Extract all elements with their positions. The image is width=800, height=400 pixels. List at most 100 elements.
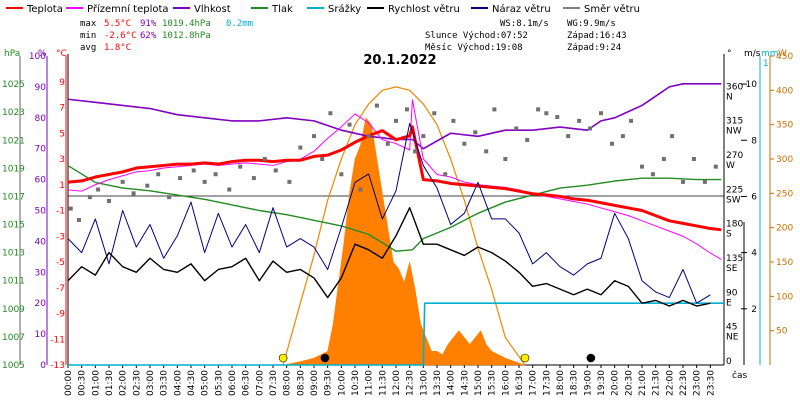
stats-block: max 5.5°C 91% 1019.4hPa 0.2mm min -2.6°C… — [80, 19, 627, 53]
wind-direction-point — [670, 134, 675, 139]
time-tick: 17:30 — [542, 370, 552, 396]
pressure-tick: 1009 — [2, 305, 25, 315]
stats-min-hum: 62% — [140, 31, 157, 41]
time-tick: 14:30 — [460, 370, 470, 396]
wind-direction-point — [213, 172, 218, 177]
time-tick: 04:00 — [173, 370, 183, 396]
temperature-tick: -13 — [50, 361, 65, 371]
temperature-tick: -1 — [56, 207, 65, 217]
rain-line — [68, 302, 724, 366]
moon-rise-info: Měsíc Východ:19:08 — [425, 43, 523, 53]
sunrise-marker — [278, 353, 288, 363]
time-tick: 12:00 — [392, 370, 402, 396]
time-tick: 20:00 — [611, 370, 621, 396]
temperature-tick: -7 — [56, 284, 65, 294]
solar-unit: W — [778, 49, 787, 59]
wind-direction-point — [421, 134, 426, 139]
legend-label: Vlhkost — [194, 4, 231, 15]
wind-tick: 4 — [751, 249, 757, 259]
time-tick: 20:30 — [624, 370, 634, 396]
time-tick: 16:30 — [515, 370, 525, 396]
wind-direction-point — [661, 157, 666, 161]
stats-max-press: 1019.4hPa — [162, 19, 211, 29]
humidity-tick: 0 — [40, 361, 46, 371]
chart-title: 20.1.2022 — [363, 53, 436, 68]
stats-max-temp: 5.5°C — [104, 19, 131, 29]
time-tick: 10:00 — [337, 370, 347, 396]
pressure-tick: 1025 — [2, 80, 25, 90]
wind-direction-point — [339, 172, 344, 177]
wind-direction-point — [681, 179, 685, 184]
legend-label: Srážky — [328, 3, 361, 15]
time-tick: 11:00 — [365, 370, 375, 396]
wind-tick: 10 — [746, 80, 758, 90]
direction-tick: 135 — [726, 254, 743, 264]
time-tick: 13:00 — [419, 370, 429, 396]
time-tick: 01:30 — [105, 370, 115, 396]
wind-direction-point — [588, 126, 593, 131]
humidity-tick: 60 — [35, 176, 47, 186]
moonrise-marker — [586, 353, 596, 363]
wind-direction-point — [366, 134, 371, 139]
solar-radiation-area — [283, 117, 525, 366]
solar-tick: 50 — [776, 327, 788, 337]
wind-direction-point — [120, 179, 125, 184]
direction-tick: 45 — [726, 323, 737, 333]
wind-direction-point — [702, 179, 707, 184]
temperature-tick: 1 — [59, 181, 65, 191]
time-tick: 06:00 — [228, 370, 238, 396]
legend-label: Teplota — [26, 4, 63, 15]
humidity-tick: 20 — [35, 299, 47, 309]
wind-direction-point — [262, 157, 267, 161]
time-tick: 19:00 — [583, 370, 593, 396]
axes: hPa% °C ° m/s mm W102510231021101910171015101… — [2, 49, 793, 396]
time-tick: 10:30 — [351, 370, 361, 396]
wind-direction-point — [609, 141, 614, 146]
wind-unit: m/s — [744, 49, 761, 59]
wind-direction-point — [76, 218, 81, 223]
temperature-tick: 3 — [59, 155, 65, 165]
direction-tick: 270 — [726, 151, 743, 161]
stats-max-rain: 0.2mm — [226, 19, 253, 29]
rain-unit: mm — [761, 49, 779, 59]
wind-direction-point — [432, 111, 437, 116]
time-tick: 05:30 — [214, 370, 224, 396]
theoretical-solar-curve — [282, 86, 526, 366]
wind-gust-line — [67, 122, 711, 304]
wind-direction-point — [287, 179, 292, 184]
wind-direction-point — [713, 164, 718, 169]
time-tick: 14:00 — [447, 370, 457, 396]
wind-direction-point — [544, 111, 549, 116]
direction-label: S — [726, 230, 732, 240]
humidity-tick: 100 — [29, 52, 46, 62]
temperature-tick: -11 — [50, 335, 65, 345]
direction-tick: 90 — [726, 288, 738, 298]
time-tick: 18:00 — [556, 370, 566, 396]
humidity-tick: 80 — [35, 114, 47, 124]
direction-tick: 360 — [726, 82, 743, 92]
pressure-tick: 1023 — [2, 108, 25, 118]
moonset-marker — [320, 353, 330, 363]
direction-unit: ° — [727, 49, 732, 59]
time-tick: 21:00 — [638, 370, 648, 396]
wind-direction-point — [566, 134, 571, 139]
wind-direction-point — [96, 187, 101, 192]
direction-label: E — [726, 298, 732, 308]
solar-tick: 400 — [776, 86, 793, 96]
humidity-tick: 50 — [35, 207, 47, 217]
time-tick: 00:00 — [64, 370, 74, 396]
wind-direction-point — [650, 172, 655, 177]
stats-avg-temp: 1.8°C — [104, 43, 131, 53]
wind-gust-info: WG:9.9m/s — [567, 19, 616, 29]
wind-direction-point — [629, 118, 634, 123]
direction-label: NW — [726, 127, 742, 137]
time-tick: 03:30 — [160, 370, 170, 396]
wind-direction-point — [443, 172, 448, 177]
pressure-tick: 1017 — [2, 192, 25, 202]
wind-direction-point — [577, 118, 582, 123]
solar-tick: 300 — [776, 155, 793, 165]
wind-direction-point — [68, 206, 73, 211]
wind-direction-point — [131, 191, 136, 196]
